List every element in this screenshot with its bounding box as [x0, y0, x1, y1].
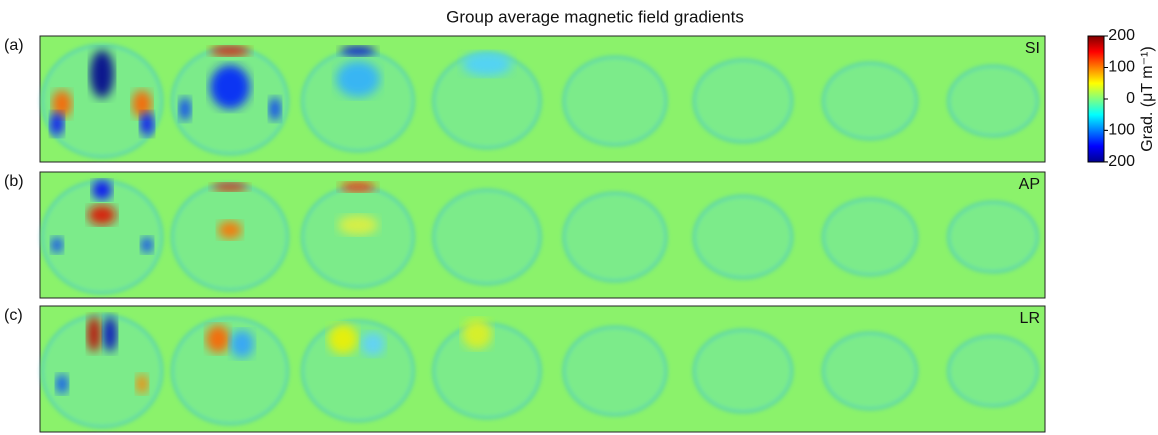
slice [823, 63, 917, 139]
figure: Group average magnetic field gradients G… [0, 0, 1158, 435]
gradient-blob [206, 325, 230, 353]
gradient-blob [50, 112, 64, 136]
gradient-blob [361, 332, 385, 356]
component-label: SI [1025, 40, 1040, 57]
slice [823, 199, 917, 275]
component-label: AP [1019, 176, 1040, 193]
gradient-blob [88, 205, 116, 225]
slice [948, 66, 1037, 136]
gradient-blob [212, 183, 248, 191]
gradient-blob [51, 237, 63, 253]
gradient-blob [210, 65, 250, 109]
gradient-blob [230, 330, 254, 358]
gradient-blob [141, 237, 153, 253]
gradient-blob [462, 319, 492, 349]
slice [172, 318, 288, 424]
gradient-blob [90, 50, 114, 98]
gradient-blob [340, 46, 376, 56]
gradient-blob [103, 316, 117, 352]
figure-title: Group average magnetic field gradients [446, 7, 744, 26]
component-label: LR [1020, 310, 1040, 327]
slice [694, 330, 792, 412]
slice [564, 57, 666, 145]
gradient-blob [462, 52, 512, 76]
gradient-blob [336, 61, 380, 97]
gradient-blob [210, 46, 250, 56]
colorbar [1088, 36, 1104, 162]
gradient-blob [92, 180, 112, 200]
slice [42, 315, 162, 427]
slice [694, 60, 792, 142]
gradient-blob [179, 97, 191, 121]
colorbar-label: Grad. (μT m⁻¹) [1139, 46, 1156, 151]
slice [948, 202, 1037, 272]
slice [948, 336, 1037, 406]
colorbar-tick-label: -100 [1103, 122, 1135, 139]
slice [564, 193, 666, 281]
gradient-blob [269, 97, 281, 121]
colorbar-tick-label: 0 [1126, 90, 1135, 107]
gradient-blob [340, 182, 376, 192]
colorbar-tick-label: 200 [1108, 27, 1135, 44]
slice [302, 321, 413, 421]
slice [823, 333, 917, 409]
slice [694, 196, 792, 278]
colorbar-tick-label: 100 [1108, 59, 1135, 76]
panel-label: (a) [4, 37, 24, 54]
gradient-blob [140, 112, 154, 136]
gradient-blob [87, 316, 101, 352]
gradient-blob [56, 374, 68, 394]
colorbar-tick-label: -200 [1103, 153, 1135, 170]
gradient-blob [328, 324, 358, 354]
gradient-blob [338, 215, 378, 235]
panel-label: (b) [4, 173, 24, 190]
gradient-blob [136, 374, 148, 394]
panel-label: (c) [4, 307, 23, 324]
slice [564, 327, 666, 415]
slice [434, 190, 541, 284]
slice [302, 187, 413, 287]
gradient-blob [218, 221, 242, 239]
